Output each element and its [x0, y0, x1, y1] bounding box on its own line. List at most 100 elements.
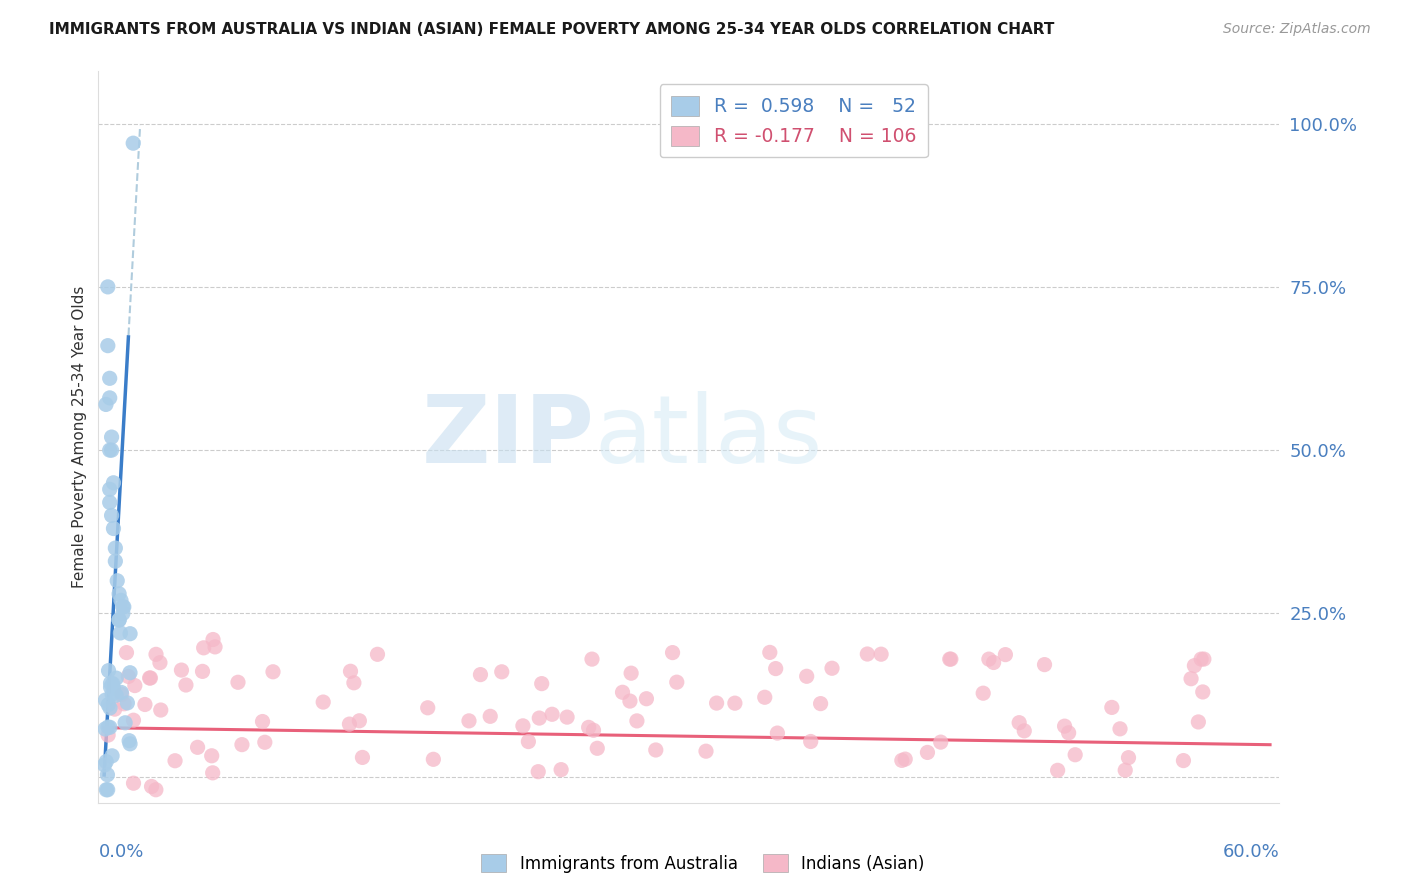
Point	[983, 656, 1005, 670]
Point	[96, 782, 118, 797]
Point	[977, 652, 1000, 666]
Point	[581, 652, 603, 666]
Point	[149, 656, 172, 670]
Point	[108, 587, 131, 601]
Point	[100, 443, 122, 458]
Point	[312, 695, 335, 709]
Point	[100, 676, 122, 690]
Point	[111, 687, 134, 701]
Point	[1057, 726, 1080, 740]
Point	[890, 753, 912, 767]
Point	[124, 679, 146, 693]
Point	[122, 136, 145, 151]
Point	[118, 733, 141, 747]
Point	[118, 665, 141, 680]
Point	[94, 397, 117, 411]
Point	[512, 719, 534, 733]
Point	[1046, 764, 1069, 778]
Point	[555, 710, 578, 724]
Point	[612, 685, 634, 699]
Point	[252, 714, 274, 729]
Point	[122, 713, 145, 727]
Point	[134, 698, 156, 712]
Point	[101, 748, 124, 763]
Point	[108, 613, 131, 627]
Point	[1114, 763, 1136, 777]
Point	[938, 652, 960, 666]
Point	[94, 693, 117, 707]
Point	[97, 720, 120, 734]
Point	[620, 666, 643, 681]
Point	[1187, 714, 1209, 729]
Point	[578, 720, 600, 734]
Point	[170, 663, 193, 677]
Point	[796, 669, 818, 683]
Point	[1118, 750, 1140, 764]
Text: 0.0%: 0.0%	[98, 843, 143, 861]
Point	[766, 726, 789, 740]
Point	[98, 720, 121, 734]
Point	[103, 475, 125, 490]
Point	[661, 646, 683, 660]
Point	[114, 715, 136, 730]
Point	[226, 675, 249, 690]
Point	[1053, 719, 1076, 733]
Y-axis label: Female Poverty Among 25-34 Year Olds: Female Poverty Among 25-34 Year Olds	[72, 286, 87, 588]
Point	[97, 339, 120, 353]
Point	[529, 711, 551, 725]
Point	[201, 748, 224, 763]
Point	[339, 717, 361, 731]
Point	[101, 687, 124, 701]
Point	[94, 722, 117, 736]
Point	[202, 632, 225, 647]
Point	[105, 574, 128, 588]
Point	[97, 698, 120, 712]
Point	[821, 661, 844, 675]
Point	[352, 750, 374, 764]
Point	[479, 709, 502, 723]
Point	[191, 665, 214, 679]
Point	[339, 665, 361, 679]
Point	[422, 752, 444, 766]
Point	[765, 662, 787, 676]
Point	[1182, 658, 1205, 673]
Point	[97, 280, 120, 294]
Text: ZIP: ZIP	[422, 391, 595, 483]
Point	[138, 671, 160, 685]
Point	[1191, 685, 1213, 699]
Point	[754, 690, 776, 705]
Point	[145, 648, 167, 662]
Point	[201, 765, 224, 780]
Point	[994, 648, 1017, 662]
Point	[97, 782, 120, 797]
Point	[619, 694, 641, 708]
Point	[870, 647, 893, 661]
Point	[636, 691, 658, 706]
Point	[231, 738, 253, 752]
Point	[856, 647, 879, 661]
Point	[1033, 657, 1056, 672]
Point	[110, 593, 132, 607]
Point	[108, 613, 131, 627]
Point	[193, 640, 215, 655]
Point	[96, 768, 118, 782]
Legend: Immigrants from Australia, Indians (Asian): Immigrants from Australia, Indians (Asia…	[475, 847, 931, 880]
Point	[105, 688, 128, 702]
Point	[100, 680, 122, 694]
Point	[98, 371, 121, 385]
Point	[366, 648, 388, 662]
Point	[1101, 700, 1123, 714]
Point	[644, 743, 666, 757]
Point	[122, 776, 145, 790]
Point	[665, 675, 688, 690]
Point	[110, 626, 132, 640]
Point	[111, 607, 134, 621]
Point	[253, 735, 276, 749]
Point	[343, 675, 366, 690]
Point	[527, 764, 550, 779]
Point	[517, 734, 540, 748]
Point	[759, 645, 782, 659]
Point	[93, 758, 115, 772]
Point	[706, 696, 728, 710]
Point	[1173, 754, 1195, 768]
